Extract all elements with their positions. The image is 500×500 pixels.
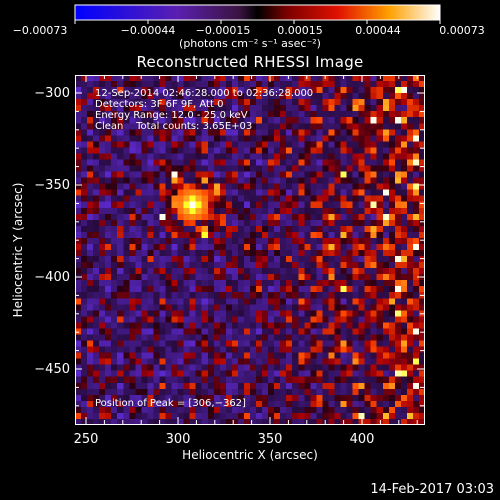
y-tick-label: −450	[34, 362, 70, 377]
time-range-text: 12-Sep-2014 02:46:28.000 to 02:36:28.000	[95, 88, 314, 99]
detectors-text: Detectors: 3F 6F 9F, Att 0	[95, 99, 224, 110]
colorbar-tick-label: −0.00044	[120, 24, 176, 37]
plot-title: Reconstructed RHESSI Image	[136, 53, 364, 71]
x-tick-label: 250	[73, 432, 99, 447]
colorbar-tick-label: 0.00073	[439, 24, 485, 37]
x-tick-label: 350	[257, 432, 283, 447]
y-tick-label: −300	[34, 86, 70, 101]
energy-range-text: Energy Range: 12.0 - 25.0 keV	[95, 110, 248, 121]
colorbar	[74, 4, 441, 24]
y-tick-label: −400	[34, 270, 70, 285]
colorbar-tick-label: −0.00015	[195, 24, 251, 37]
colorbar-gradient	[74, 4, 441, 21]
clean-counts-text: Clean Total counts: 3.65E+03	[95, 121, 253, 132]
peak-position-text: Position of Peak = [306,−362]	[95, 398, 246, 409]
plot-frame	[75, 75, 425, 425]
rhessi-image	[75, 75, 425, 425]
y-axis-label: Heliocentric Y (arcsec)	[11, 182, 25, 318]
colorbar-units: (photons cm⁻² s⁻¹ asec⁻²)	[179, 37, 321, 50]
image-canvas	[75, 75, 425, 425]
x-tick-label: 400	[349, 432, 375, 447]
colorbar-tick-label: 0.00015	[277, 24, 323, 37]
x-axis-label: Heliocentric X (arcsec)	[182, 448, 318, 462]
colorbar-tick-label: −0.00073	[12, 24, 68, 37]
colorbar-tick-label: 0.00044	[355, 24, 401, 37]
datestamp: 14-Feb-2017 03:03	[370, 482, 494, 497]
y-tick-label: −350	[34, 178, 70, 193]
x-tick-label: 300	[165, 432, 191, 447]
